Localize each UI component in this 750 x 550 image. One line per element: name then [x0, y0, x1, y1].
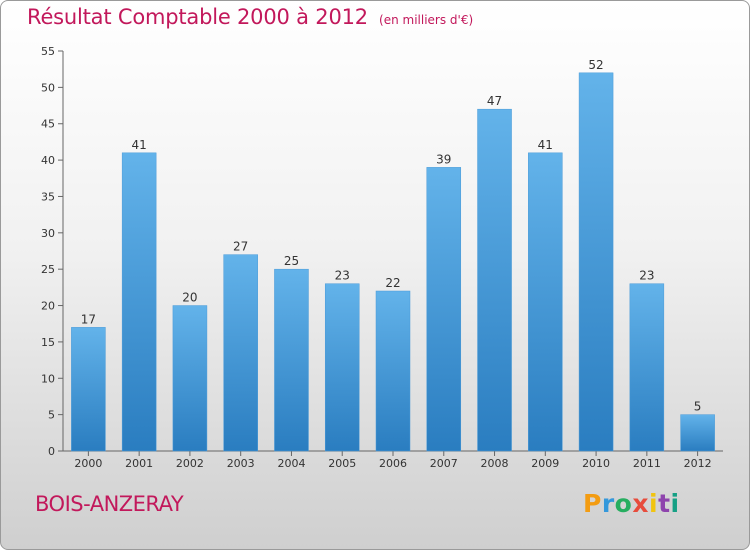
- bar-2003: [223, 254, 258, 452]
- x-tick-label-2000: 2000: [74, 457, 102, 470]
- y-tick-label: 55: [41, 45, 55, 58]
- bar-2009: [528, 152, 563, 452]
- bar-2001: [121, 152, 157, 452]
- x-tick-label-2011: 2011: [633, 457, 661, 470]
- y-tick-label: 0: [48, 445, 55, 458]
- y-tick-label: 15: [41, 336, 55, 349]
- data-labels: 17 41 20 27 25 23 22 39 47 41 52 23 5: [81, 58, 702, 414]
- x-tick-label-2002: 2002: [176, 457, 204, 470]
- logo-letter: r: [601, 489, 615, 518]
- x-tick-label-2010: 2010: [582, 457, 610, 470]
- bar-2006: [375, 290, 411, 452]
- bar-2005: [324, 283, 360, 452]
- x-tick-label-2008: 2008: [481, 457, 509, 470]
- bar-2007: [426, 167, 462, 452]
- logo-letter: t: [658, 489, 671, 518]
- chart-subtitle: (en milliers d'€): [379, 13, 474, 27]
- data-label-2005: 23: [335, 269, 350, 283]
- logo-letter: P: [583, 489, 602, 518]
- data-label-2002: 20: [182, 291, 197, 305]
- data-label-2011: 23: [639, 269, 654, 283]
- x-tick-label-2006: 2006: [379, 457, 407, 470]
- x-tick-label-2009: 2009: [531, 457, 559, 470]
- y-tick-label: 50: [41, 81, 55, 94]
- bar-2000: [71, 327, 106, 452]
- data-label-2003: 27: [233, 240, 248, 254]
- x-tick-label-2003: 2003: [227, 457, 255, 470]
- logo-letter: i: [649, 489, 659, 518]
- y-tick-label: 45: [41, 118, 55, 131]
- data-label-2001: 41: [132, 138, 147, 152]
- data-label-2000: 17: [81, 312, 96, 326]
- bar-2011: [629, 283, 665, 452]
- data-label-2004: 25: [284, 254, 299, 268]
- bar-2008: [477, 108, 512, 452]
- y-tick-label: 30: [41, 227, 55, 240]
- y-tick-label: 35: [41, 190, 55, 203]
- proxiti-logo: Proxiti: [583, 489, 680, 518]
- x-tick-label-2004: 2004: [277, 457, 305, 470]
- y-tick-label: 40: [41, 154, 55, 167]
- bar-2004: [274, 268, 309, 452]
- chart-title: Résultat Comptable 2000 à 2012: [27, 5, 368, 29]
- bar-2010: [578, 72, 614, 452]
- y-tick-label: 10: [41, 372, 55, 385]
- data-label-2010: 52: [588, 58, 603, 72]
- x-tick-label-2007: 2007: [430, 457, 458, 470]
- data-label-2007: 39: [436, 152, 451, 166]
- x-tick-label-2001: 2001: [125, 457, 153, 470]
- bars: [71, 72, 715, 452]
- y-tick-label: 25: [41, 263, 55, 276]
- bar-2012: [680, 414, 715, 452]
- y-tick-label: 5: [48, 409, 55, 422]
- data-label-2006: 22: [385, 276, 400, 290]
- y-tick-label: 20: [41, 300, 55, 313]
- commune-name: BOIS-ANZERAY: [35, 492, 184, 516]
- logo-letter: i: [670, 489, 680, 518]
- bar-2002: [172, 305, 208, 452]
- data-label-2008: 47: [487, 94, 502, 108]
- axes: 0 5 10 15 20 25 30 35 40 45 50 55 2000 2001 2002 2003 20…: [41, 45, 723, 470]
- data-label-2009: 41: [538, 138, 553, 152]
- data-label-2012: 5: [694, 400, 702, 414]
- logo-letter: o: [614, 489, 633, 518]
- logo-letter: x: [632, 489, 649, 518]
- x-tick-label-2005: 2005: [328, 457, 356, 470]
- x-tick-label-2012: 2012: [684, 457, 712, 470]
- chart-title-block: Résultat Comptable 2000 à 2012 (en milli…: [27, 5, 473, 29]
